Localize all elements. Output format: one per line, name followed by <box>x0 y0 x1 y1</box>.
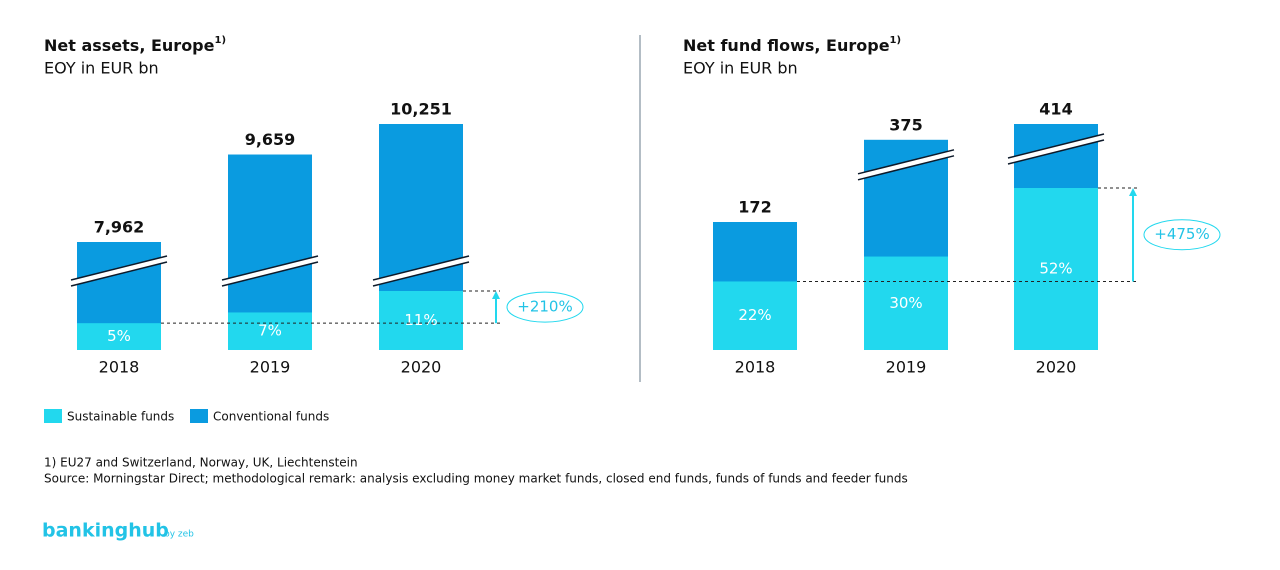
chart-title: Net fund flows, Europe1) <box>683 35 901 55</box>
bar-sustainable <box>713 281 797 350</box>
title-text: Net fund flows, Europe <box>683 36 890 55</box>
category-label: 2018 <box>99 358 140 377</box>
axis-break <box>858 149 954 180</box>
chart-title: Net assets, Europe1) <box>44 35 226 55</box>
bar-sustainable <box>864 256 948 350</box>
growth-arrowhead <box>1129 188 1137 196</box>
chart-subtitle: EOY in EUR bn <box>44 59 159 78</box>
annotation: +475% <box>1154 225 1209 243</box>
axis-break <box>373 256 469 286</box>
axis-break-line <box>372 255 470 281</box>
segment-label: 5% <box>107 327 131 345</box>
title-note: 1) <box>214 35 226 46</box>
category-label: 2020 <box>1036 358 1077 377</box>
title-note: 1) <box>890 35 902 46</box>
segment-label: 11% <box>404 311 437 329</box>
category-label: 2019 <box>250 358 291 377</box>
logo-tag: by zeb <box>164 530 194 540</box>
segment-label: 22% <box>738 306 771 324</box>
segment-label: 52% <box>1039 260 1072 278</box>
legend-label: Conventional funds <box>213 410 329 424</box>
axis-break-line <box>1007 133 1105 159</box>
axis-break-line <box>221 261 319 287</box>
logo: bankinghub <box>42 520 169 542</box>
axis-break-line <box>857 149 955 175</box>
axis-break-line <box>221 255 319 281</box>
footnote: 1) EU27 and Switzerland, Norway, UK, Lie… <box>44 456 358 470</box>
axis-break-line <box>70 261 168 287</box>
annotation-bubble <box>506 291 584 323</box>
total-label: 172 <box>738 198 771 217</box>
axis-break <box>222 256 318 286</box>
axis-break-line <box>1007 139 1105 165</box>
total-label: 7,962 <box>94 218 145 237</box>
total-label: 375 <box>889 115 922 134</box>
legend-swatch <box>44 409 62 423</box>
footnote: Source: Morningstar Direct; methodologic… <box>44 472 908 486</box>
bar-sustainable <box>228 312 312 350</box>
growth-arrowhead <box>492 291 500 299</box>
segment-label: 30% <box>889 294 922 312</box>
legend-swatch <box>190 409 208 423</box>
bar-sustainable <box>1014 188 1098 350</box>
title-text: Net assets, Europe <box>44 36 215 55</box>
annotation-bubble <box>1143 219 1221 251</box>
chart-subtitle: EOY in EUR bn <box>683 59 798 78</box>
total-label: 414 <box>1039 100 1072 119</box>
axis-break-line <box>857 155 955 181</box>
axis-break <box>71 256 167 286</box>
bar-sustainable <box>379 291 463 350</box>
axis-break <box>1008 134 1104 164</box>
total-label: 9,659 <box>245 130 296 149</box>
axis-break-line <box>372 261 470 287</box>
total-label: 10,251 <box>390 100 452 119</box>
bar-sustainable <box>77 323 161 350</box>
category-label: 2018 <box>735 358 776 377</box>
legend-label: Sustainable funds <box>67 410 174 424</box>
annotation: +210% <box>517 298 572 316</box>
category-label: 2019 <box>886 358 927 377</box>
category-label: 2020 <box>401 358 442 377</box>
axis-break-line <box>70 255 168 281</box>
segment-label: 7% <box>258 322 282 340</box>
